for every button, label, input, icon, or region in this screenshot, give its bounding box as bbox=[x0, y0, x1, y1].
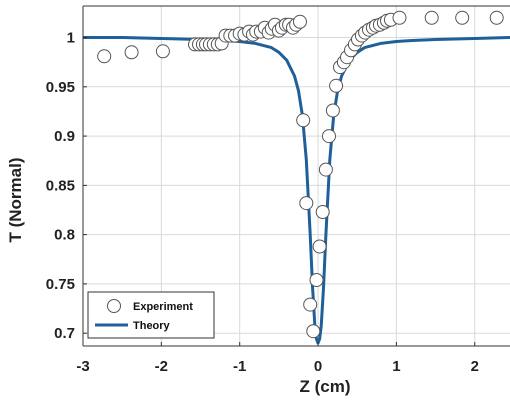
experiment-point bbox=[312, 239, 327, 254]
theory-line bbox=[83, 36, 510, 345]
experiment-point bbox=[424, 10, 439, 25]
experiment-point bbox=[296, 113, 311, 128]
legend-theory-label: Theory bbox=[133, 320, 171, 332]
experiment-point bbox=[309, 273, 324, 287]
experiment-point bbox=[299, 196, 314, 211]
legend: Experiment Theory bbox=[87, 291, 215, 339]
y-tick-label: 0.8 bbox=[54, 227, 75, 244]
x-tick-label: -1 bbox=[233, 358, 246, 375]
axes bbox=[82, 5, 510, 347]
experiment-point bbox=[329, 78, 344, 93]
experiment-point bbox=[315, 205, 330, 219]
x-tick-label: 2 bbox=[471, 358, 479, 375]
x-tick-label: -2 bbox=[155, 358, 168, 375]
experiment-point bbox=[97, 49, 112, 64]
legend-experiment-marker bbox=[107, 299, 121, 313]
tick-labels: -3 -2 -1 0 1 2 0.7 0.75 0.8 0.85 0.9 0.95 1 bbox=[46, 30, 479, 375]
experiment-point bbox=[489, 10, 504, 25]
experiment-point bbox=[318, 162, 333, 177]
x-tick-label: 0 bbox=[314, 358, 322, 375]
x-axis-label: Z (cm) bbox=[300, 377, 351, 396]
y-axis-label: T (Normal) bbox=[6, 158, 25, 243]
legend-experiment-label: Experiment bbox=[133, 301, 193, 313]
experiment-point bbox=[322, 129, 336, 144]
series-theory bbox=[83, 36, 510, 345]
experiment-point bbox=[392, 10, 407, 25]
y-tick-label: 0.7 bbox=[54, 325, 75, 342]
x-tick-label: 1 bbox=[392, 358, 400, 375]
experiment-point bbox=[303, 297, 318, 312]
y-tick-label: 0.9 bbox=[54, 128, 75, 145]
experiment-point bbox=[325, 103, 340, 118]
legend-box bbox=[87, 291, 215, 339]
experiment-point bbox=[293, 14, 307, 29]
grid bbox=[82, 6, 510, 346]
experiment-point bbox=[155, 44, 170, 59]
x-tick-label: -3 bbox=[76, 358, 89, 375]
experiment-point bbox=[124, 45, 139, 60]
y-tick-label: 1 bbox=[67, 30, 75, 47]
y-tick-label: 0.85 bbox=[46, 177, 75, 194]
experiment-point bbox=[306, 324, 321, 339]
y-tick-label: 0.95 bbox=[46, 79, 75, 96]
series-experiment bbox=[97, 10, 504, 339]
experiment-point bbox=[455, 10, 470, 25]
y-tick-label: 0.75 bbox=[46, 276, 75, 293]
